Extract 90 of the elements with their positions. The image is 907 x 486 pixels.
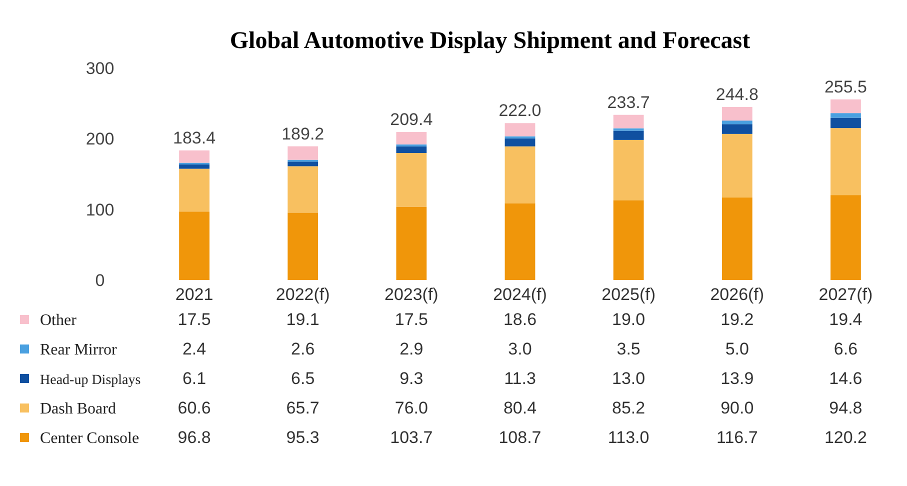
- data-label: 60.6: [178, 398, 211, 418]
- total-label: 255.5: [824, 77, 867, 96]
- data-label: 19.2: [720, 310, 754, 329]
- data-label: 3.0: [508, 340, 532, 358]
- data-label: 76.0: [394, 398, 428, 418]
- total-label: 222.0: [498, 101, 542, 120]
- legend-label: Dash Board: [40, 400, 116, 418]
- data-label: 6.6: [834, 340, 858, 358]
- legend-label: Head-up Displays: [40, 373, 141, 388]
- data-label: 6.1: [182, 369, 206, 388]
- data-label: 116.7: [716, 428, 758, 447]
- x-tick-label: 2022(f): [276, 285, 330, 304]
- bar: [830, 99, 861, 114]
- y-tick-label: 0: [95, 270, 105, 290]
- x-tick-label: 2021: [175, 285, 214, 304]
- y-tick-label: 100: [86, 200, 114, 220]
- x-tick-label: 2027(f): [818, 285, 873, 304]
- data-label: 6.5: [291, 369, 315, 388]
- total-label: 244.8: [716, 85, 758, 104]
- bar: [613, 128, 644, 131]
- bar: [722, 124, 752, 134]
- bar: [396, 132, 427, 144]
- bar: [396, 206, 427, 280]
- bar: [179, 150, 210, 163]
- legend-label: Rear Mirror: [40, 342, 118, 358]
- bar: [613, 140, 644, 200]
- y-tick-label: 200: [86, 130, 114, 149]
- bar: [830, 128, 861, 196]
- data-label: 120.2: [824, 428, 867, 447]
- data-label: 2.6: [291, 340, 315, 358]
- legend-label: Other: [40, 312, 78, 329]
- data-label: 19.1: [286, 310, 320, 329]
- bar: [722, 107, 752, 121]
- data-label: 108.7: [498, 428, 542, 447]
- x-tick-label: 2026(f): [710, 285, 764, 304]
- bar: [288, 162, 318, 166]
- chart-title: Global Automotive Display Shipment and Forecast: [230, 28, 750, 54]
- data-label: 13.9: [720, 369, 754, 388]
- x-tick-label: 2024(f): [493, 285, 547, 304]
- bar: [830, 113, 861, 118]
- data-label: 2.4: [182, 340, 206, 358]
- data-label: 103.7: [390, 428, 433, 447]
- data-label: 11.3: [504, 369, 536, 388]
- bar: [613, 130, 644, 140]
- bar: [179, 168, 210, 212]
- data-label: 96.8: [178, 428, 211, 447]
- x-tick-label: 2023(f): [384, 285, 438, 304]
- total-label: 189.2: [282, 124, 324, 144]
- data-label: 19.4: [829, 310, 862, 329]
- bar: [722, 134, 752, 198]
- bar: [504, 203, 536, 280]
- data-label: 9.3: [400, 369, 424, 388]
- bar: [504, 146, 536, 204]
- legend-label: Center Console: [40, 430, 140, 447]
- data-label: 18.6: [503, 310, 537, 329]
- bar: [613, 114, 644, 128]
- data-label: 13.0: [612, 369, 646, 388]
- bar: [613, 200, 644, 280]
- data-label: 5.0: [725, 340, 749, 358]
- data-label: 80.4: [503, 398, 537, 418]
- data-label: 65.7: [286, 398, 320, 418]
- data-label: 113.0: [608, 428, 650, 447]
- data-label: 95.3: [286, 428, 320, 447]
- bar: [830, 118, 861, 128]
- bar: [179, 164, 210, 169]
- bar: [396, 153, 427, 207]
- total-label: 209.4: [390, 110, 433, 130]
- bar: [830, 195, 861, 280]
- data-label: 14.6: [829, 369, 862, 388]
- bar: [722, 120, 752, 124]
- bar: [504, 138, 536, 146]
- x-tick-label: 2025(f): [602, 285, 656, 304]
- bar: [396, 146, 427, 154]
- data-label: 94.8: [829, 398, 862, 418]
- bar: [179, 212, 210, 280]
- bar: [504, 123, 536, 136]
- bar: [288, 212, 318, 280]
- data-label: 17.5: [178, 310, 211, 329]
- data-label: 3.5: [616, 340, 640, 358]
- data-label: 19.0: [612, 310, 646, 329]
- y-tick-label: 300: [86, 58, 114, 78]
- data-label: 2.9: [400, 340, 424, 358]
- total-label: 233.7: [607, 92, 650, 112]
- bar: [722, 198, 752, 280]
- data-label: 90.0: [720, 398, 754, 418]
- data-label: 85.2: [612, 398, 646, 418]
- bar: [288, 146, 318, 160]
- bar: [288, 166, 318, 213]
- total-label: 183.4: [173, 128, 216, 148]
- data-label: 17.5: [394, 310, 428, 329]
